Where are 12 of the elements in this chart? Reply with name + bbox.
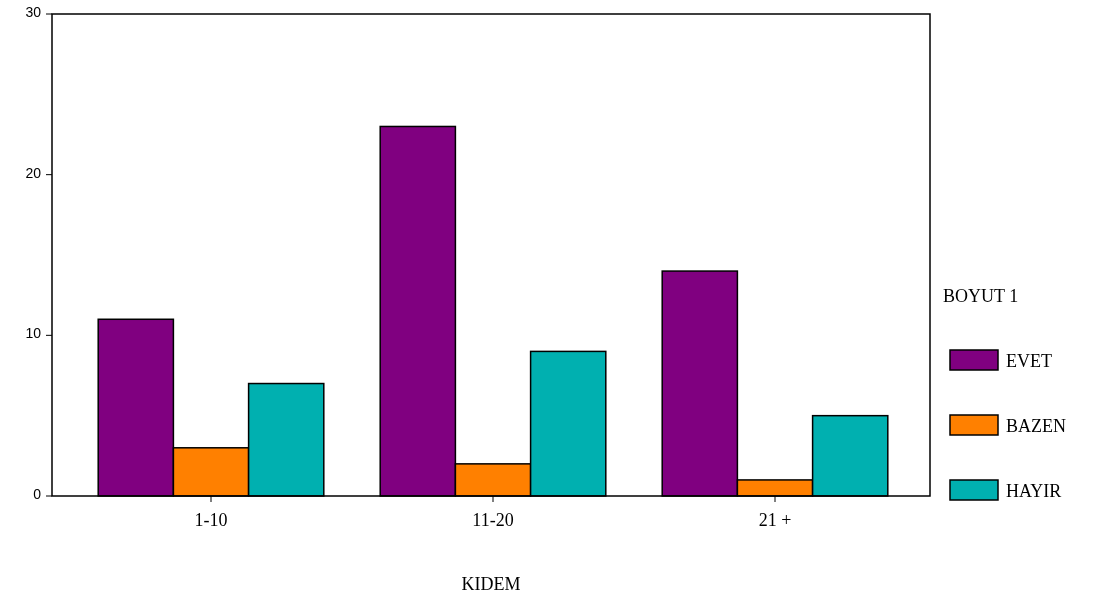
y-tick-label: 10 (25, 325, 42, 342)
legend-title: BOYUT 1 (943, 286, 1019, 306)
x-tick-label: 11-20 (472, 510, 514, 530)
x-tick-label: 21 + (758, 510, 792, 530)
y-tick-label: 20 (25, 164, 42, 181)
legend-label: EVET (1006, 351, 1052, 371)
x-tick-label: 1-10 (194, 510, 228, 530)
legend-label: BAZEN (1006, 416, 1066, 436)
y-tick-label: 0 (33, 486, 42, 502)
legend-label: HAYIR (1006, 481, 1062, 501)
y-tick-label: 30 (25, 4, 42, 20)
x-axis-title: KIDEM (461, 574, 521, 594)
